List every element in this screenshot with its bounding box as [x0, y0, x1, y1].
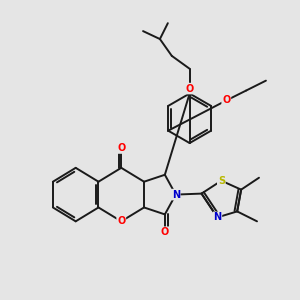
Text: O: O [222, 95, 230, 106]
Text: N: N [213, 212, 221, 222]
Text: O: O [117, 216, 125, 226]
Text: S: S [218, 176, 225, 186]
Text: O: O [161, 227, 169, 237]
Text: O: O [117, 143, 125, 153]
Text: O: O [185, 84, 194, 94]
Text: N: N [172, 190, 180, 200]
